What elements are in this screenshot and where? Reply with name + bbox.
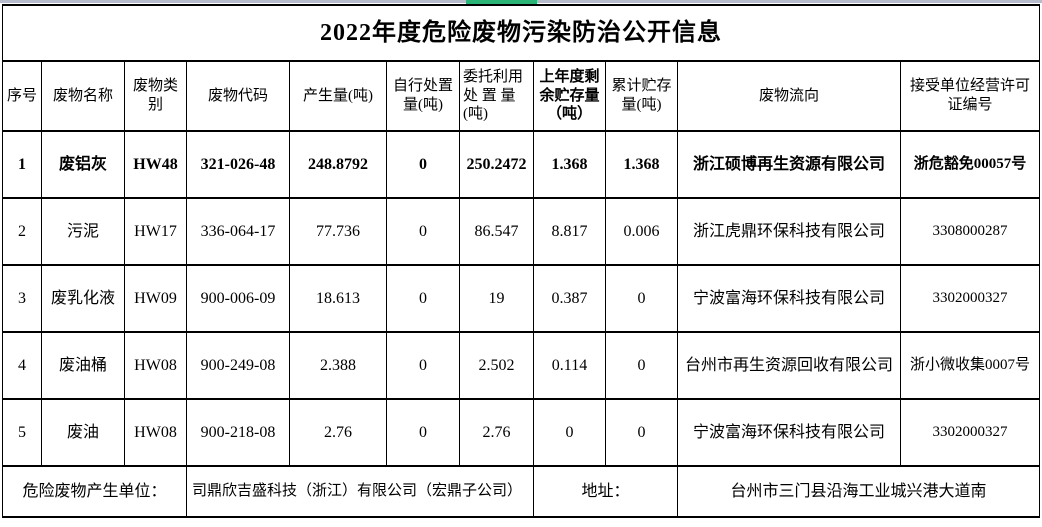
cell-seq: 5 — [2, 398, 42, 467]
cell-waste-flow: 宁波富海环保科技有限公司 — [677, 398, 901, 467]
header-produced-amount: 产生量(吨) — [289, 60, 387, 132]
cell-waste-code: 321-026-48 — [186, 130, 290, 199]
cell-entrusted-disposed: 2.76 — [459, 398, 534, 467]
cell-seq: 4 — [2, 331, 42, 400]
cell-waste-name: 废油 — [41, 398, 125, 467]
header-waste-category: 废物类 别 — [124, 60, 187, 132]
cell-waste-code: 900-006-09 — [186, 264, 290, 333]
cell-waste-code: 336-064-17 — [186, 197, 290, 266]
cell-entrusted-disposed: 19 — [459, 264, 534, 333]
footer-row: 危险废物产生单位： 司鼎欣吉盛科技（浙江）有限公司（宏鼎子公司） 地址： 台州市… — [2, 465, 1040, 518]
cell-prev-year-storage: 0.387 — [533, 264, 606, 333]
cell-waste-category: HW08 — [124, 398, 187, 467]
cell-self-disposed: 0 — [386, 264, 460, 333]
header-prev-year-storage: 上年度剩 余贮存量 （吨） — [533, 60, 606, 132]
header-waste-code: 废物代码 — [186, 60, 290, 132]
table-row: 2 污泥 HW17 336-064-17 77.736 0 86.547 8.8… — [2, 197, 1040, 266]
cell-prev-year-storage: 8.817 — [533, 197, 606, 266]
cell-waste-name: 废油桶 — [41, 331, 125, 400]
header-row: 序号 废物名称 废物类 别 废物代码 产生量(吨) 自行处置 量(吨) 委托利用… — [2, 60, 1040, 132]
table-row: 4 废油桶 HW08 900-249-08 2.388 0 2.502 0.11… — [2, 331, 1040, 400]
cell-receiver-permit: 浙小微收集0007号 — [900, 331, 1040, 400]
cell-seq: 2 — [2, 197, 42, 266]
cell-self-disposed: 0 — [386, 331, 460, 400]
cell-waste-category: HW17 — [124, 197, 187, 266]
producer-unit-label: 危险废物产生单位： — [2, 465, 187, 518]
cell-self-disposed: 0 — [386, 197, 460, 266]
address-value: 台州市三门县沿海工业城兴港大道南 — [677, 465, 1040, 518]
cell-waste-flow: 浙江虎鼎环保科技有限公司 — [677, 197, 901, 266]
cell-seq: 3 — [2, 264, 42, 333]
scroll-progress-thumb[interactable] — [466, 0, 537, 4]
header-cumulative-storage: 累计贮存 量(吨) — [605, 60, 678, 132]
header-self-disposed: 自行处置 量(吨) — [386, 60, 460, 132]
cell-waste-flow: 浙江硕博再生资源有限公司 — [677, 130, 901, 199]
cell-seq: 1 — [2, 130, 42, 199]
cell-receiver-permit: 3302000327 — [900, 264, 1040, 333]
cell-produced-amount: 18.613 — [289, 264, 387, 333]
cell-entrusted-disposed: 2.502 — [459, 331, 534, 400]
cell-self-disposed: 0 — [386, 398, 460, 467]
page-title: 2022年度危险废物污染防治公开信息 — [2, 4, 1040, 62]
cell-prev-year-storage: 0 — [533, 398, 606, 467]
table-row: 3 废乳化液 HW09 900-006-09 18.613 0 19 0.387… — [2, 264, 1040, 333]
cell-waste-flow: 宁波富海环保科技有限公司 — [677, 264, 901, 333]
address-label: 地址： — [533, 465, 678, 518]
cell-waste-code: 900-218-08 — [186, 398, 290, 467]
cell-cumulative-storage: 0 — [605, 398, 678, 467]
cell-receiver-permit: 3308000287 — [900, 197, 1040, 266]
cell-waste-code: 900-249-08 — [186, 331, 290, 400]
cell-waste-name: 废铝灰 — [41, 130, 125, 199]
cell-produced-amount: 2.76 — [289, 398, 387, 467]
cell-produced-amount: 77.736 — [289, 197, 387, 266]
cell-cumulative-storage: 1.368 — [605, 130, 678, 199]
title-row: 2022年度危险废物污染防治公开信息 — [2, 4, 1040, 62]
header-waste-flow: 废物流向 — [677, 60, 901, 132]
cell-waste-category: HW08 — [124, 331, 187, 400]
header-waste-name: 废物名称 — [41, 60, 125, 132]
cell-entrusted-disposed: 250.2472 — [459, 130, 534, 199]
cell-entrusted-disposed: 86.547 — [459, 197, 534, 266]
cell-waste-category: HW48 — [124, 130, 187, 199]
cell-receiver-permit: 3302000327 — [900, 398, 1040, 467]
table-row: 5 废油 HW08 900-218-08 2.76 0 2.76 0 0 宁波富… — [2, 398, 1040, 467]
cell-cumulative-storage: 0.006 — [605, 197, 678, 266]
cell-produced-amount: 248.8792 — [289, 130, 387, 199]
cell-waste-category: HW09 — [124, 264, 187, 333]
producer-unit-value: 司鼎欣吉盛科技（浙江）有限公司（宏鼎子公司） — [186, 465, 534, 518]
cell-prev-year-storage: 0.114 — [533, 331, 606, 400]
cell-waste-name: 废乳化液 — [41, 264, 125, 333]
cell-cumulative-storage: 0 — [605, 331, 678, 400]
cell-self-disposed: 0 — [386, 130, 460, 199]
cell-waste-name: 污泥 — [41, 197, 125, 266]
cell-waste-flow: 台州市再生资源回收有限公司 — [677, 331, 901, 400]
table-row: 1 废铝灰 HW48 321-026-48 248.8792 0 250.247… — [2, 130, 1040, 199]
cell-receiver-permit: 浙危豁免00057号 — [900, 130, 1040, 199]
cell-produced-amount: 2.388 — [289, 331, 387, 400]
header-entrusted-disposed: 委托利用 处 置 量 (吨) — [459, 60, 534, 132]
cell-prev-year-storage: 1.368 — [533, 130, 606, 199]
hazardous-waste-table: 2022年度危险废物污染防治公开信息 序号 废物名称 废物类 别 废物代码 产生… — [2, 4, 1040, 518]
header-receiver-permit: 接受单位经营许可 证编号 — [900, 60, 1040, 132]
cell-cumulative-storage: 0 — [605, 264, 678, 333]
header-seq: 序号 — [2, 60, 42, 132]
